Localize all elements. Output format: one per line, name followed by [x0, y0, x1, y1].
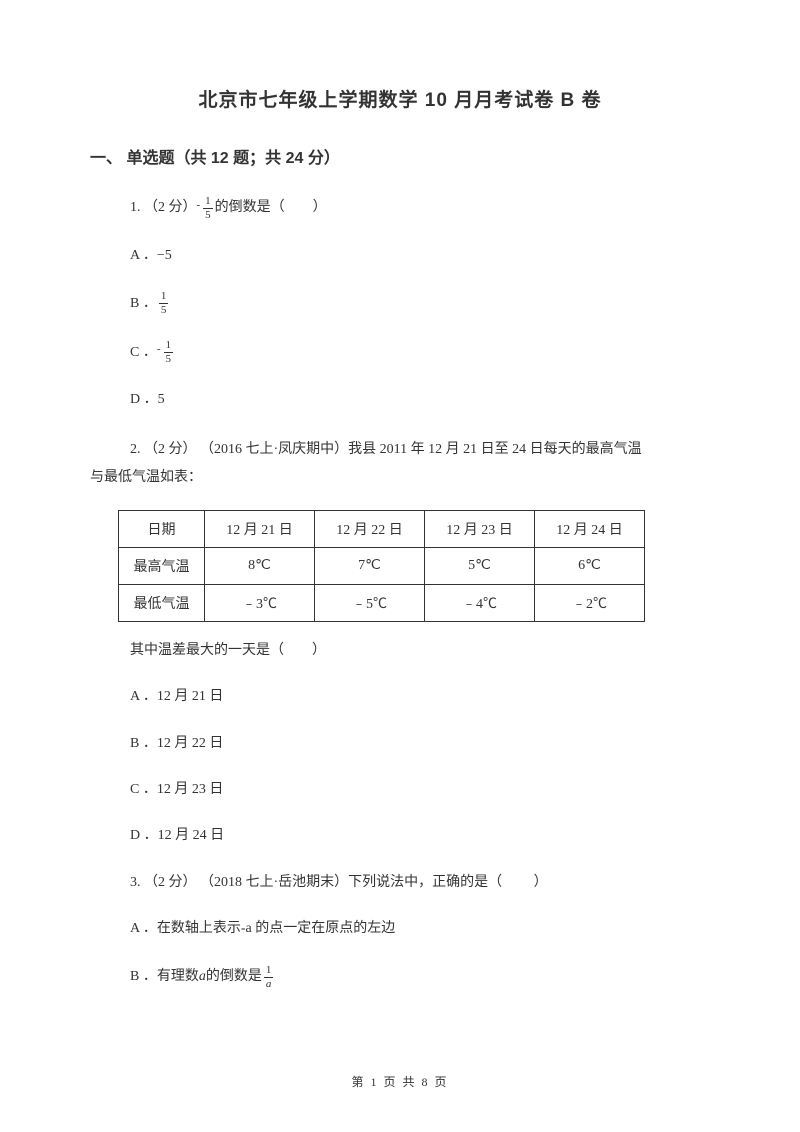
q2-option-c: C ．12 月 23 日: [130, 779, 710, 801]
q3-option-a: A ．在数轴上表示-a 的点一定在原点的左边: [130, 918, 710, 940]
denominator: 5: [203, 209, 213, 221]
table-row: 日期 12 月 21 日 12 月 22 日 12 月 23 日 12 月 24…: [119, 510, 645, 547]
q2-line2: 与最低气温如表：: [90, 464, 710, 492]
q2-option-d: D ．12 月 24 日: [130, 825, 710, 847]
question-2-options: 其中温差最大的一天是（ ） A ．12 月 21 日 B ．12 月 22 日 …: [130, 640, 710, 848]
fraction-1-5: 1 5: [203, 196, 213, 221]
fraction-1-5: 1 5: [164, 340, 174, 365]
page-footer: 第 1 页 共 8 页: [0, 1073, 800, 1090]
q1-optc-prefix: C ．: [130, 342, 157, 364]
denominator: a: [264, 978, 274, 990]
table-row: 最低气温 ﹣3℃ ﹣5℃ ﹣4℃ ﹣2℃: [119, 584, 645, 621]
table-cell: ﹣5℃: [315, 584, 425, 621]
table-cell: 8℃: [205, 547, 315, 584]
q2-stem2: 其中温差最大的一天是（ ）: [130, 640, 710, 662]
table-row: 最高气温 8℃ 7℃ 5℃ 6℃: [119, 547, 645, 584]
table-cell: 12 月 21 日: [205, 510, 315, 547]
q3-stem: 3. （2 分） （2018 七上·岳池期末）下列说法中，正确的是（ ）: [130, 872, 710, 894]
numerator: 1: [164, 340, 174, 353]
q1-option-d: D ．5: [130, 389, 710, 411]
table-cell: ﹣2℃: [535, 584, 645, 621]
variable-a: a: [199, 966, 206, 988]
q3-optb-prefix: B ．有理数: [130, 966, 199, 988]
q3-optb-mid: 的倒数是: [206, 966, 262, 988]
q1-suffix: 的倒数是（ ）: [215, 197, 327, 219]
table-cell: 6℃: [535, 547, 645, 584]
table-cell: ﹣3℃: [205, 584, 315, 621]
question-1: 1. （2 分） - 1 5 的倒数是（ ） A ．−5 B ． 1 5 C ．…: [130, 196, 710, 412]
table-cell: 5℃: [425, 547, 535, 584]
neg-one-fifth: - 1 5: [157, 340, 175, 365]
q2-option-b: B ．12 月 22 日: [130, 733, 710, 755]
q1-option-b: B ． 1 5: [130, 291, 710, 316]
numerator: 1: [159, 291, 169, 304]
numerator: 1: [203, 196, 213, 209]
minus-sign: -: [197, 197, 201, 215]
table-cell: 7℃: [315, 547, 425, 584]
table-cell: ﹣4℃: [425, 584, 535, 621]
fraction-1-5: 1 5: [159, 291, 169, 316]
q1-option-a: A ．−5: [130, 245, 710, 267]
fraction-1-a: 1 a: [264, 965, 274, 990]
denominator: 5: [164, 353, 174, 365]
table-cell: 最低气温: [119, 584, 205, 621]
q2-line1: 2. （2 分） （2016 七上·凤庆期中）我县 2011 年 12 月 21…: [130, 436, 710, 464]
q1-prefix: 1. （2 分）: [130, 197, 197, 219]
table-cell: 12 月 24 日: [535, 510, 645, 547]
question-2-stem: 2. （2 分） （2016 七上·凤庆期中）我县 2011 年 12 月 21…: [130, 436, 710, 492]
neg-one-fifth: - 1 5: [197, 196, 215, 221]
section-heading: 一、 单选题（共 12 题；共 24 分）: [90, 144, 710, 168]
q2-option-a: A ．12 月 21 日: [130, 686, 710, 708]
q1-optb-prefix: B ．: [130, 293, 157, 315]
temperature-table: 日期 12 月 21 日 12 月 22 日 12 月 23 日 12 月 24…: [118, 510, 645, 622]
page-title: 北京市七年级上学期数学 10 月月考试卷 B 卷: [90, 85, 710, 112]
numerator: 1: [264, 965, 274, 978]
table-cell: 日期: [119, 510, 205, 547]
q1-stem: 1. （2 分） - 1 5 的倒数是（ ）: [130, 196, 710, 221]
table-cell: 12 月 23 日: [425, 510, 535, 547]
table-cell: 12 月 22 日: [315, 510, 425, 547]
question-3: 3. （2 分） （2018 七上·岳池期末）下列说法中，正确的是（ ） A ．…: [130, 872, 710, 990]
q3-option-b: B ．有理数 a 的倒数是 1 a: [130, 965, 710, 990]
denominator: 5: [159, 304, 169, 316]
minus-sign: -: [157, 341, 161, 359]
q1-option-c: C ． - 1 5: [130, 340, 710, 365]
table-cell: 最高气温: [119, 547, 205, 584]
